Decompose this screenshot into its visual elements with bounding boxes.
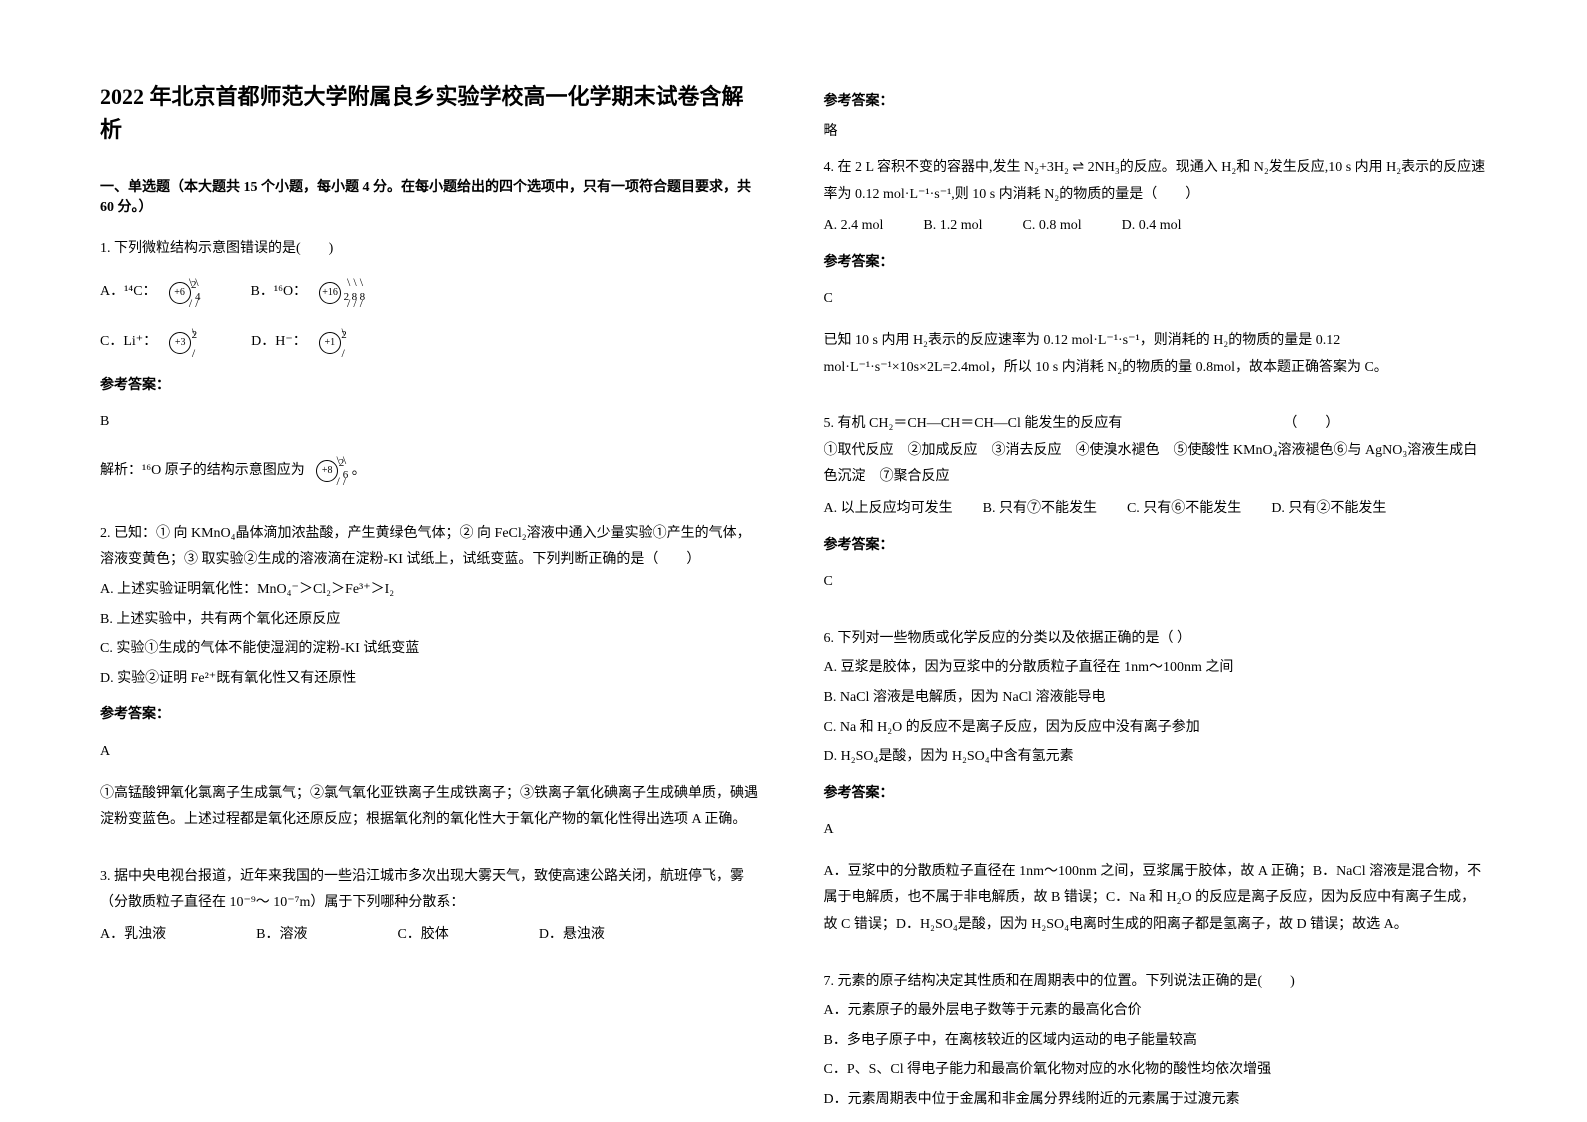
q2-answer: A (100, 739, 764, 766)
answer-label: 参考答案： (824, 533, 1488, 560)
answer-label: 参考答案： (824, 90, 1488, 110)
q2-optC: C. 实验①生成的气体不能使湿润的淀粉-KI 试纸变蓝 (100, 636, 764, 663)
right-column: 参考答案： 略 4. 在 2 L 容积不变的容器中,发生 N₂+3H₂ ⇌ 2N… (824, 80, 1488, 1082)
q7-optB: B．多电子原子中，在离核较近的区域内运动的电子能量较高 (824, 1028, 1488, 1055)
question-5: 5. 有机 CH₂＝CH—CH＝CH—Cl 能发生的反应有 （ ） ①取代反应 … (824, 411, 1488, 611)
q3-optC: C．胶体 (397, 922, 448, 949)
q5-optA: A. 以上反应均可发生 (824, 496, 953, 523)
q1-explain: 解析：¹⁶O 原子的结构示意图应为 +8 \ \ 2 6 / / 。 (100, 451, 764, 491)
q7-optC: C．P、S、Cl 得电子能力和最高价氧化物对应的水化物的酸性均依次增强 (824, 1057, 1488, 1084)
atom-icon: +6 \ \ 2 4 / / (161, 273, 201, 313)
q1-optD: D．H⁻： +1 \ 2 / (251, 323, 351, 363)
q1-optA: A．¹⁴C： +6 \ \ 2 4 / / (100, 273, 201, 313)
q1-text: 1. 下列微粒结构示意图错误的是( ) (100, 236, 764, 263)
q4-answer: C (824, 286, 1488, 313)
left-column: 2022 年北京首都师范大学附属良乡实验学校高一化学期末试卷含解析 一、单选题（… (100, 80, 764, 1082)
q2-optA: A. 上述实验证明氧化性：MnO₄⁻＞Cl₂＞Fe³⁺＞I₂ (100, 577, 764, 604)
q6-answer: A (824, 817, 1488, 844)
q7-text: 7. 元素的原子结构决定其性质和在周期表中的位置。下列说法正确的是( ) (824, 969, 1488, 996)
q5-text: 5. 有机 CH₂＝CH—CH＝CH—Cl 能发生的反应有 （ ） (824, 411, 1488, 438)
q3-optB: B．溶液 (256, 922, 307, 949)
q6-optB: B. NaCl 溶液是电解质，因为 NaCl 溶液能导电 (824, 685, 1488, 712)
question-3: 3. 据中央电视台报道，近年来我国的一些沿江城市多次出现大雾天气，致使高速公路关… (100, 864, 764, 949)
question-4: 4. 在 2 L 容积不变的容器中,发生 N₂+3H₂ ⇌ 2NH₃的反应。现通… (824, 155, 1488, 396)
answer-label: 参考答案： (100, 373, 764, 400)
q4-optB: B. 1.2 mol (923, 213, 982, 240)
q5-optC: C. 只有⑥不能发生 (1127, 496, 1241, 523)
q6-optC: C. Na 和 H₂O 的反应不是离子反应，因为反应中没有离子参加 (824, 715, 1488, 742)
atom-icon: +16 \ \ \ 2 8 8 / / / (311, 273, 361, 313)
q3-text: 3. 据中央电视台报道，近年来我国的一些沿江城市多次出现大雾天气，致使高速公路关… (100, 864, 764, 917)
q5-optB: B. 只有⑦不能发生 (983, 496, 1097, 523)
section-header: 一、单选题（本大题共 15 个小题，每小题 4 分。在每小题给出的四个选项中，只… (100, 176, 764, 216)
answer-label: 参考答案： (824, 781, 1488, 808)
atom-icon: +1 \ 2 / (311, 323, 351, 363)
q6-explain: A．豆浆中的分散质粒子直径在 1nm～100nm 之间，豆浆属于胶体，故 A 正… (824, 859, 1488, 939)
q6-text: 6. 下列对一些物质或化学反应的分类以及依据正确的是（ ） (824, 626, 1488, 653)
answer-label: 参考答案： (100, 702, 764, 729)
page-title: 2022 年北京首都师范大学附属良乡实验学校高一化学期末试卷含解析 (100, 80, 764, 146)
question-1: 1. 下列微粒结构示意图错误的是( ) A．¹⁴C： +6 \ \ 2 4 / … (100, 236, 764, 506)
q5-line2: ①取代反应 ②加成反应 ③消去反应 ④使溴水褪色 ⑤使酸性 KMnO₄溶液褪色⑥… (824, 438, 1488, 491)
q4-optA: A. 2.4 mol (824, 213, 884, 240)
atom-icon: +3 \ 2 / (161, 323, 201, 363)
q1-optB: B．¹⁶O： +16 \ \ \ 2 8 8 / / / (251, 273, 362, 313)
question-7: 7. 元素的原子结构决定其性质和在周期表中的位置。下列说法正确的是( ) A．元… (824, 969, 1488, 1114)
atom-icon: +8 \ \ 2 6 / / (308, 451, 348, 491)
q2-optD: D. 实验②证明 Fe²⁺既有氧化性又有还原性 (100, 666, 764, 693)
q7-optA: A．元素原子的最外层电子数等于元素的最高化合价 (824, 998, 1488, 1025)
q2-text: 2. 已知：① 向 KMnO₄晶体滴加浓盐酸，产生黄绿色气体；② 向 FeCl₂… (100, 521, 764, 574)
q3-optA: A．乳浊液 (100, 922, 166, 949)
q6-optA: A. 豆浆是胶体，因为豆浆中的分散质粒子直径在 1nm～100nm 之间 (824, 655, 1488, 682)
q4-optC: C. 0.8 mol (1023, 213, 1082, 240)
question-2: 2. 已知：① 向 KMnO₄晶体滴加浓盐酸，产生黄绿色气体；② 向 FeCl₂… (100, 521, 764, 849)
q1-answer: B (100, 409, 764, 436)
q1-optC: C．Li⁺： +3 \ 2 / (100, 323, 201, 363)
q5-optD: D. 只有②不能发生 (1271, 496, 1386, 523)
q5-answer: C (824, 569, 1488, 596)
question-6: 6. 下列对一些物质或化学反应的分类以及依据正确的是（ ） A. 豆浆是胶体，因… (824, 626, 1488, 954)
q3-optD: D．悬浊液 (539, 922, 605, 949)
q2-explain: ①高锰酸钾氧化氯离子生成氯气；②氯气氧化亚铁离子生成铁离子；③铁离子氧化碘离子生… (100, 781, 764, 834)
q7-optD: D．元素周期表中位于金属和非金属分界线附近的元素属于过渡元素 (824, 1087, 1488, 1114)
q2-optB: B. 上述实验中，共有两个氧化还原反应 (100, 607, 764, 634)
q4-optD: D. 0.4 mol (1122, 213, 1182, 240)
answer-label: 参考答案： (824, 250, 1488, 277)
q6-optD: D. H₂SO₄是酸，因为 H₂SO₄中含有氢元素 (824, 744, 1488, 771)
q3-answer: 略 (824, 120, 1488, 140)
q4-text: 4. 在 2 L 容积不变的容器中,发生 N₂+3H₂ ⇌ 2NH₃的反应。现通… (824, 155, 1488, 208)
q4-explain: 已知 10 s 内用 H₂表示的反应速率为 0.12 mol·L⁻¹·s⁻¹，则… (824, 328, 1488, 381)
